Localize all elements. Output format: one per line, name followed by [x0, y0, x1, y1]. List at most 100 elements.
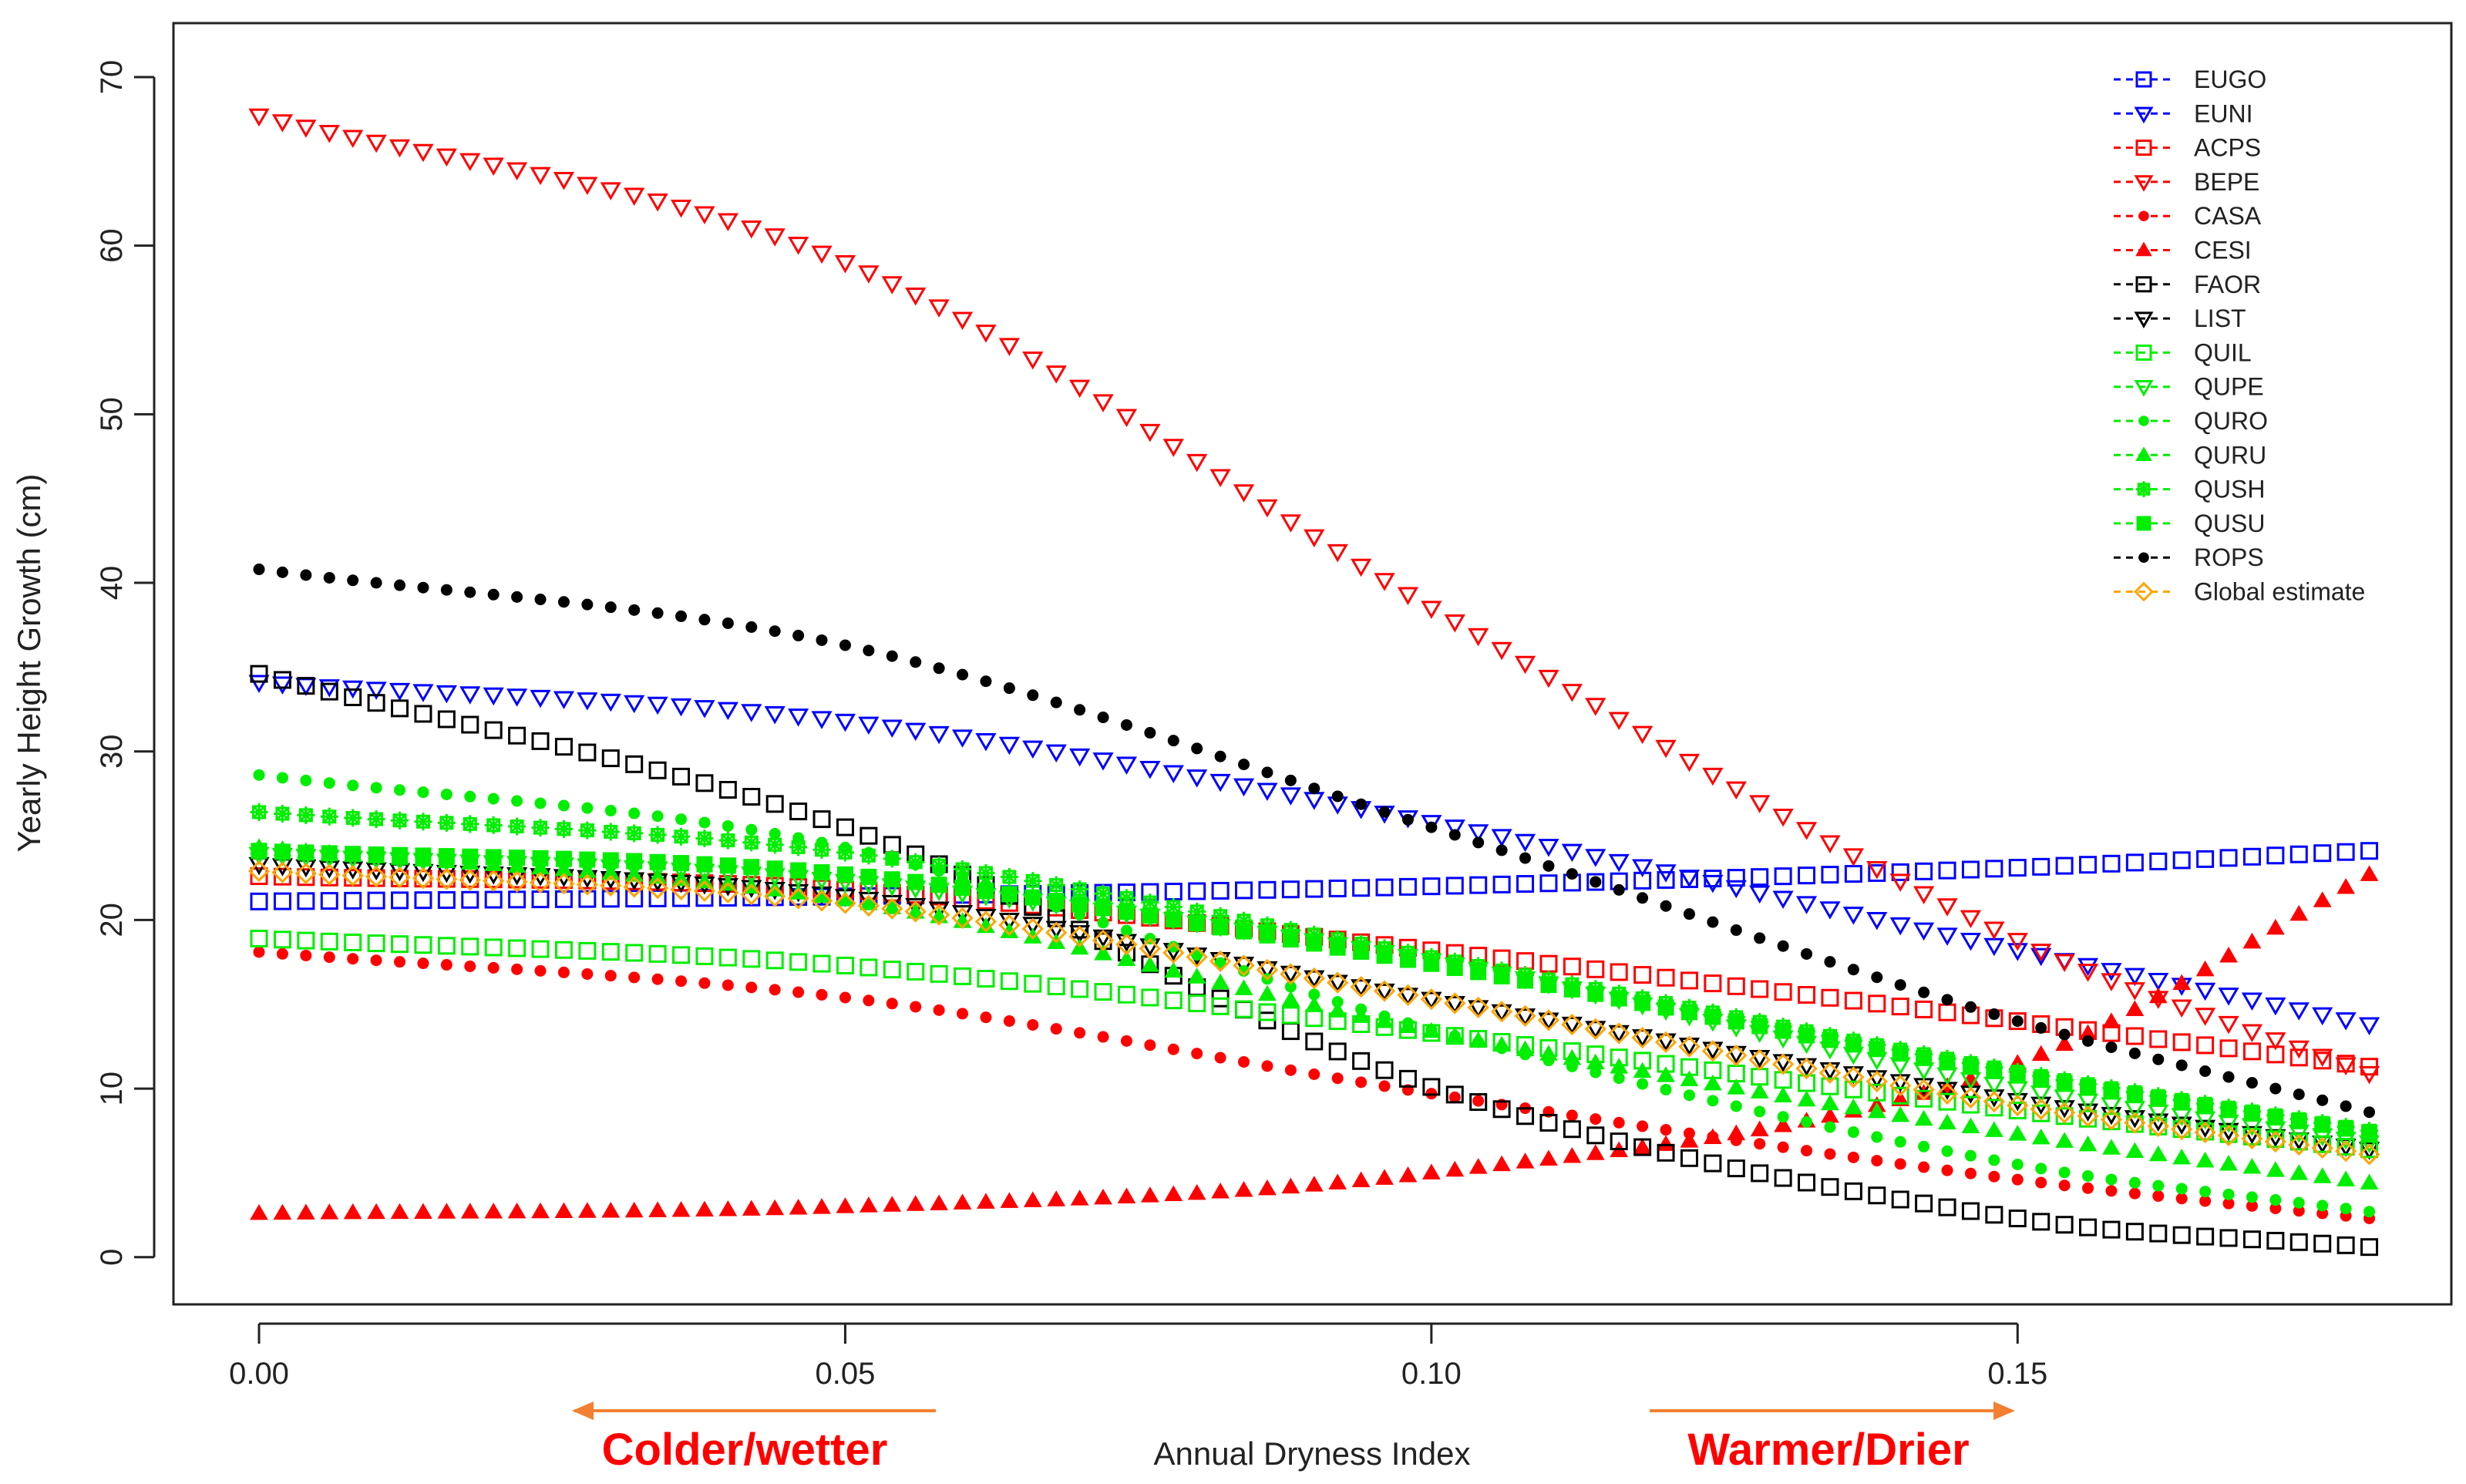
legend-item-qupe: QUPE [2114, 373, 2264, 401]
data-point [391, 891, 409, 910]
data-point [1538, 839, 1559, 857]
data-point [910, 656, 922, 668]
data-point [1538, 669, 1559, 688]
data-point [320, 932, 338, 951]
data-point [1938, 861, 1956, 880]
data-point [670, 698, 692, 717]
data-point [1421, 991, 1442, 1011]
data-point [273, 671, 291, 689]
data-point [412, 867, 435, 890]
data-point [2079, 856, 2098, 874]
data-point [578, 743, 597, 762]
data-point [2246, 1077, 2258, 1089]
data-point [812, 840, 831, 859]
data-point [1211, 973, 1230, 990]
data-point [1373, 980, 1396, 1002]
data-point [554, 1202, 574, 1219]
data-point [2363, 1206, 2376, 1218]
data-point [1305, 1032, 1324, 1051]
data-point [247, 860, 271, 883]
data-point [2125, 853, 2144, 872]
data-point [722, 979, 734, 991]
data-point [1188, 882, 1206, 900]
data-point [1304, 529, 1325, 548]
data-point [1824, 1148, 1836, 1160]
data-point [769, 984, 781, 996]
data-point [1730, 1100, 1742, 1112]
data-point [1492, 1155, 1511, 1172]
data-point [1538, 1012, 1559, 1031]
data-point [2199, 1065, 2212, 1077]
data-point [530, 689, 551, 708]
data-point [883, 850, 901, 868]
data-point [436, 868, 458, 890]
data-point [1918, 1140, 1930, 1153]
data-point [1024, 974, 1042, 993]
data-point [365, 134, 387, 153]
legend-label: CASA [2194, 202, 2262, 230]
legend-marker [2134, 380, 2154, 397]
data-point [2031, 1128, 2051, 1145]
data-point [2293, 1196, 2305, 1209]
data-point [1024, 872, 1042, 890]
data-point [1822, 1031, 1839, 1048]
data-point [1261, 766, 1273, 779]
data-point [534, 797, 547, 809]
data-point [648, 826, 667, 844]
data-point [789, 838, 808, 856]
data-point [1492, 1100, 1511, 1119]
data-point [1889, 917, 1911, 936]
data-point [2335, 1012, 2357, 1031]
data-point [1983, 937, 2005, 957]
data-point [1422, 877, 1441, 896]
data-point [1795, 822, 1818, 840]
data-point [1045, 921, 1068, 944]
data-point [417, 581, 429, 594]
data-point [858, 265, 880, 284]
data-point [1233, 954, 1255, 977]
data-point [511, 795, 523, 807]
data-point [2313, 1135, 2332, 1153]
data-point [2199, 1186, 2212, 1198]
data-point [2241, 1127, 2263, 1150]
data-point [2147, 1115, 2169, 1137]
data-point [1915, 1194, 1933, 1213]
data-point [646, 877, 669, 900]
data-point [2102, 1139, 2121, 1155]
data-point [414, 1203, 432, 1219]
data-point [601, 749, 620, 768]
data-point [2358, 1065, 2380, 1085]
data-point [769, 827, 781, 840]
data-point [506, 870, 528, 893]
data-point [930, 1194, 948, 1210]
data-point [2361, 1124, 2378, 1141]
data-point [1139, 937, 1161, 960]
data-point [1660, 900, 1672, 912]
data-point [2007, 1094, 2029, 1117]
data-point [906, 1195, 925, 1211]
data-point [1871, 1155, 1883, 1167]
data-point [2007, 933, 2028, 951]
data-point [2360, 842, 2379, 860]
data-point [1492, 875, 1511, 893]
data-point [2150, 1090, 2167, 1107]
data-point [1422, 1078, 1441, 1096]
data-point [2242, 1230, 2261, 1249]
data-point [1519, 852, 1532, 864]
data-point [907, 873, 924, 890]
data-point [1327, 974, 1348, 993]
data-point [1397, 984, 1419, 1007]
data-point [651, 810, 664, 823]
data-point [553, 873, 575, 895]
legend-item-euni: EUNI [2114, 99, 2252, 127]
data-point [2175, 1193, 2188, 1205]
data-point [1491, 1004, 1512, 1023]
data-point [625, 755, 644, 773]
data-point [836, 1197, 855, 1213]
data-point [1751, 1164, 1769, 1183]
data-point [2293, 1089, 2305, 1101]
series-rops [253, 564, 2376, 1119]
data-point [484, 938, 503, 957]
data-point [2246, 1191, 2258, 1203]
data-point [1141, 988, 1159, 1007]
